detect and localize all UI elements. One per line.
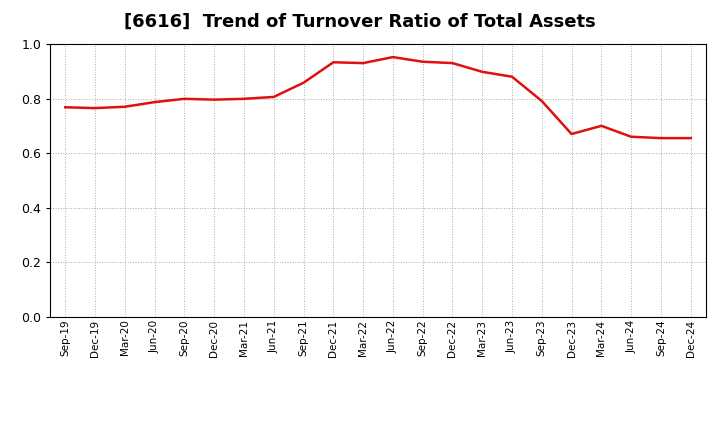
Text: [6616]  Trend of Turnover Ratio of Total Assets: [6616] Trend of Turnover Ratio of Total … [124, 13, 596, 31]
